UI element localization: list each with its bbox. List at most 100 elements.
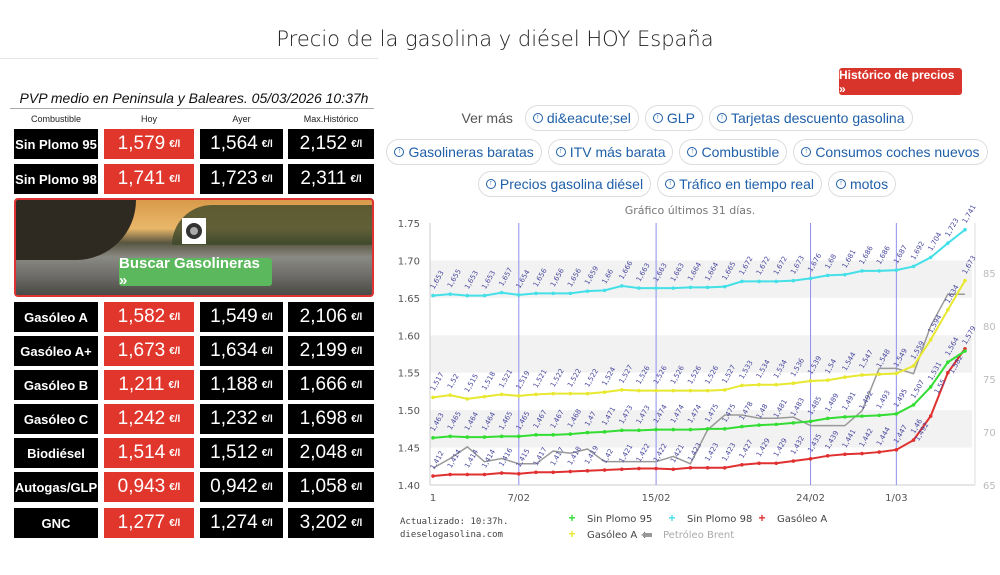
arrow-circle-icon: ↑ xyxy=(716,113,727,123)
unit-label: €/l xyxy=(261,413,273,425)
data-point xyxy=(946,370,950,375)
unit-label: €/l xyxy=(261,517,273,529)
data-point xyxy=(671,467,676,472)
data-point xyxy=(568,469,573,474)
link-chip-label: GLP xyxy=(666,110,695,126)
link-chip[interactable]: ↑ GLP xyxy=(644,105,703,131)
data-label: 1,412 xyxy=(429,450,446,471)
price-yesterday-value: 0,942 xyxy=(210,476,258,497)
price-chart: Gráfico últimos 31 días. 1.40 1.45 1.50 1.55… xyxy=(398,203,996,541)
data-point xyxy=(688,285,693,290)
data-point xyxy=(602,390,607,394)
grid-band xyxy=(430,260,972,298)
data-point xyxy=(911,364,916,368)
price-max-historic: 2,199 €/l xyxy=(288,336,374,366)
data-point xyxy=(791,421,796,425)
arrow-circle-icon: ↑ xyxy=(555,147,566,157)
data-point xyxy=(637,428,641,433)
y-tick-label: 1.40 xyxy=(398,481,420,492)
data-point xyxy=(534,470,538,475)
data-point xyxy=(877,450,881,454)
data-point xyxy=(602,468,607,472)
buscar-gasolineras-banner[interactable]: Buscar Gasolineras » xyxy=(14,198,374,297)
col-header-hoy: Hoy xyxy=(140,114,157,124)
data-point xyxy=(619,428,624,433)
data-point xyxy=(431,395,435,400)
fuel-name-value: Gasóleo A xyxy=(24,309,88,325)
price-yesterday: 1,723 €/l xyxy=(200,164,283,194)
data-point xyxy=(465,293,470,298)
price-yesterday-value: 1,564 xyxy=(210,133,258,154)
link-chip-label: Combustible xyxy=(701,144,780,160)
site-label: dieselogasolina.com xyxy=(400,530,503,540)
link-chip[interactable]: ↑ di&eacute;sel xyxy=(524,105,639,131)
grid-band xyxy=(430,335,972,373)
unit-label: €/l xyxy=(261,311,273,323)
legend-label: Gasóleo A + xyxy=(587,529,649,541)
data-point xyxy=(843,415,847,419)
data-point xyxy=(946,308,950,312)
data-point xyxy=(722,388,727,392)
link-chip[interactable]: ↑ Tarjetas descuento gasolina xyxy=(708,105,913,131)
data-point xyxy=(568,391,573,396)
historico-precios-button[interactable]: Histórico de precios » xyxy=(839,68,962,96)
price-max-historic-value: 3,202 xyxy=(299,512,348,533)
data-point xyxy=(946,360,950,365)
data-point xyxy=(465,435,470,439)
link-chip-label: Tráfico en tiempo real xyxy=(679,176,814,192)
data-point xyxy=(928,255,933,260)
fuel-name: Gasóleo C xyxy=(14,404,98,434)
fuel-name-value: Biodiésel xyxy=(27,445,85,461)
fuel-name: Sin Plomo 98 xyxy=(14,164,98,194)
data-point xyxy=(774,422,779,427)
series-line xyxy=(432,293,965,469)
link-chip-label: motos xyxy=(849,176,889,192)
unit-label: €/l xyxy=(351,345,363,357)
data-label: 1,414 xyxy=(463,448,480,470)
fuel-name: Gasóleo A xyxy=(14,302,98,332)
legend-label: Gasóleo A xyxy=(777,513,827,525)
data-point xyxy=(517,471,521,476)
data-point xyxy=(705,388,710,393)
link-chip[interactable]: ↑ motos xyxy=(827,171,897,197)
y-tick-label: 1.45 xyxy=(398,444,420,455)
price-yesterday: 1,512 €/l xyxy=(200,438,283,468)
link-chip[interactable]: ↑ Tráfico en tiempo real xyxy=(657,171,822,197)
unit-label: €/l xyxy=(169,413,181,425)
data-point xyxy=(791,381,796,385)
link-chip[interactable]: ↑ Precios gasolina diésel xyxy=(477,171,652,197)
price-today: 0,943 €/l xyxy=(104,472,194,502)
data-point xyxy=(534,291,538,296)
col-header-ayer: Ayer xyxy=(232,114,251,124)
y-tick-label: 1.70 xyxy=(398,256,420,267)
link-chip[interactable]: ↑ Consumos coches nuevos xyxy=(793,139,988,165)
price-yesterday: 1,232 €/l xyxy=(200,404,283,434)
price-yesterday-value: 1,634 xyxy=(210,340,258,361)
legend-marker: + xyxy=(568,511,575,525)
arrow-circle-icon: ↑ xyxy=(485,179,496,189)
data-point xyxy=(928,337,933,342)
unit-label: €/l xyxy=(351,413,363,425)
link-chip[interactable]: ↑ ITV más barata xyxy=(547,139,674,165)
unit-label: €/l xyxy=(351,481,363,493)
price-max-historic-value: 1,698 xyxy=(299,408,348,429)
link-chip[interactable]: ↑ Combustible xyxy=(679,139,788,165)
unit-label: €/l xyxy=(261,481,273,493)
updated-label: Actualizado: 10:37h. xyxy=(400,517,508,527)
x-tick-label: 15/02 xyxy=(642,493,671,504)
data-label: 1,519 xyxy=(515,370,532,391)
link-chip[interactable]: ↑ Gasolineras baratas xyxy=(386,139,542,165)
data-label: 1,418 xyxy=(566,445,583,466)
unit-label: €/l xyxy=(351,379,363,391)
arrow-circle-icon: ↑ xyxy=(687,147,698,157)
buscar-gasolineras-button[interactable]: Buscar Gasolineras » xyxy=(119,255,272,289)
y2-tick-label: 70 xyxy=(983,428,996,439)
divider xyxy=(10,108,374,109)
price-today-value: 1,277 xyxy=(117,512,166,533)
unit-label: €/l xyxy=(350,173,362,185)
data-label: 1,515 xyxy=(463,373,480,394)
data-label: 1,491 xyxy=(841,391,858,412)
data-point xyxy=(808,419,813,424)
y-tick-label: 1.50 xyxy=(398,406,420,417)
data-point xyxy=(894,371,899,376)
